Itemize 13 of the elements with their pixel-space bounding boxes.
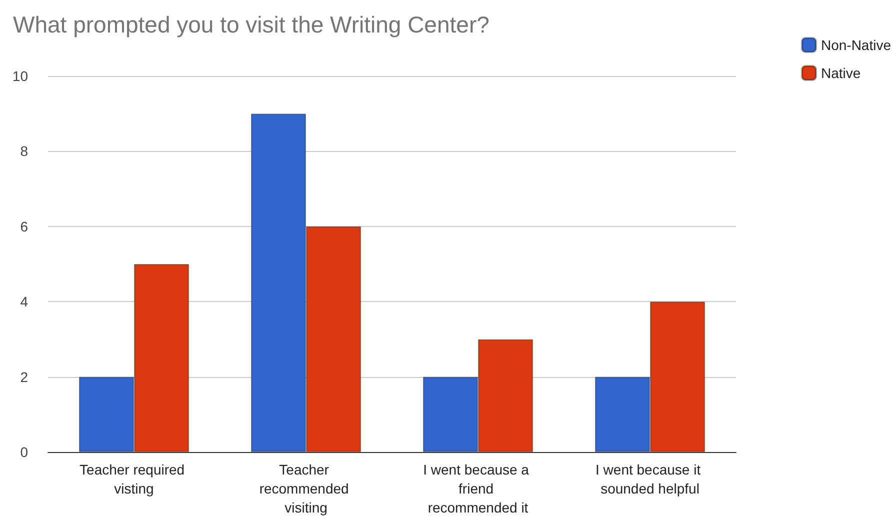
x-tick-label: Teacher recommended visiting [259, 462, 353, 516]
y-tick-label: 6 [20, 218, 28, 234]
y-tick-label: 2 [20, 368, 28, 385]
y-tick-label: 10 [12, 68, 28, 84]
legend-label: Native [820, 65, 861, 81]
y-tick-label: 0 [20, 444, 28, 460]
x-tick-label: I went because it sounded helpful [596, 462, 704, 496]
x-tick-label: Teacher required visting [80, 462, 188, 496]
y-tick-label: 8 [20, 143, 28, 160]
chart-title: What prompted you to visit the Writing Center? [13, 12, 490, 38]
x-tick-label: I went because a friend recommended it [423, 462, 533, 516]
legend-label: Non-Native [820, 37, 892, 53]
y-tick-label: 4 [20, 294, 28, 310]
